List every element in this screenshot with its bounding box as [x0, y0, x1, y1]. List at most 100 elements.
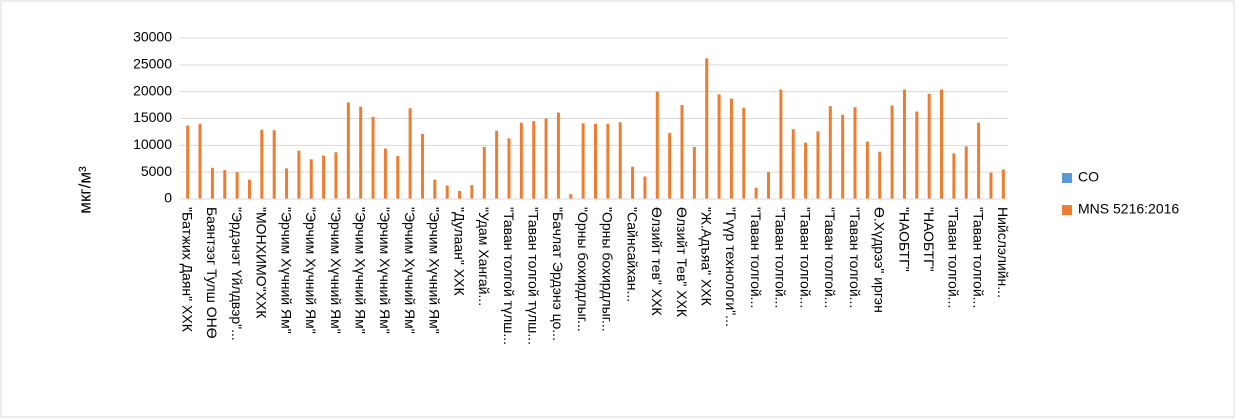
bar [767, 172, 771, 199]
bar [334, 152, 338, 199]
bar [828, 106, 832, 199]
bar [940, 89, 944, 199]
bar [272, 130, 276, 199]
bar [853, 107, 857, 199]
bar [952, 153, 956, 199]
x-tick-label: Өлзийт Тев" ХХК [674, 207, 690, 318]
x-tick-label: "МОНХИМО"ХХК [254, 207, 270, 319]
bar [482, 146, 486, 199]
bar [408, 108, 412, 199]
x-tick-label: "Таван толгой... [748, 207, 764, 308]
x-tick-label: "Таван толгой... [773, 207, 789, 308]
bar [433, 179, 437, 199]
bar [210, 167, 214, 199]
bar [890, 105, 894, 199]
x-tick-label: "Орны бохирдлыг... [600, 207, 616, 332]
x-tick-label: "Эрчим Хүчний Ям" [402, 207, 418, 334]
y-tick-label: 5000 [141, 163, 172, 179]
x-tick-label: "Таван толгой... [847, 207, 863, 308]
x-tick-label: "НАОБТГ" [896, 207, 912, 272]
x-tick-label: "Удам Хангай... [476, 207, 492, 306]
bar [977, 122, 981, 199]
x-tick-label: "Гүүр технологи"... [723, 207, 739, 327]
bar [544, 118, 548, 199]
y-tick-label: 20000 [133, 82, 172, 98]
x-tick-label: "Эрдэнэт Үйлдвэр"... [229, 207, 245, 341]
bar [643, 176, 647, 199]
bar [346, 102, 350, 199]
bar [655, 91, 659, 199]
x-tick-label: "Бачлат Эрдэнэ цо... [550, 207, 566, 341]
x-tick-label: "Дулаан" ХХК [451, 207, 467, 296]
x-tick-label: "Таван толгой... [822, 207, 838, 308]
x-tick-label: "Таван толгой түлш... [526, 207, 542, 345]
x-tick-label: Ө.Хүдрээ" иргэн [872, 207, 888, 313]
legend-swatch [1062, 205, 1072, 215]
x-tick-label: "Батжих Даян" ХХК [179, 207, 195, 333]
x-tick-label: "Эрчим Хүчний Ям" [328, 207, 344, 334]
bar [223, 170, 227, 199]
y-tick-label: 10000 [133, 136, 172, 152]
bar [791, 129, 795, 199]
bar [297, 150, 301, 199]
bar [705, 58, 709, 199]
bar [964, 146, 968, 199]
bar [729, 98, 733, 199]
bar [383, 148, 387, 199]
bar [927, 93, 931, 199]
bar [816, 131, 820, 199]
bar [680, 105, 684, 199]
bar [359, 106, 363, 199]
bar [989, 172, 993, 199]
bar [618, 122, 622, 199]
bar [556, 112, 560, 199]
bar [420, 134, 424, 199]
bar [1001, 169, 1005, 199]
x-tick-label: "Орны бохирдлыг... [575, 207, 591, 332]
bar [309, 159, 313, 199]
bar [606, 123, 610, 199]
x-tick-label: "Таван толгой... [797, 207, 813, 308]
bar [569, 194, 573, 199]
bar [865, 141, 869, 199]
legend-swatch [1062, 173, 1072, 183]
bar [754, 187, 758, 199]
y-tick-label: 25000 [133, 56, 172, 72]
bar [458, 190, 462, 199]
bar [235, 172, 239, 199]
bar [260, 129, 264, 199]
bar [631, 166, 635, 199]
x-tick-label: "Эрчим Хүчний Ям" [427, 207, 443, 334]
x-tick-label: "Таван толгой... [970, 207, 986, 308]
bar [507, 138, 511, 199]
bar [519, 122, 523, 199]
bar [247, 179, 251, 199]
bar [878, 151, 882, 199]
bar [692, 146, 696, 199]
bar [581, 123, 585, 199]
bar [186, 125, 190, 199]
bar [902, 89, 906, 199]
bar [470, 185, 474, 199]
x-tick-label: "НАОБТГ" [921, 207, 937, 272]
bar [532, 121, 536, 199]
bar [495, 130, 499, 199]
bar [779, 89, 783, 199]
bar [285, 168, 289, 199]
bar [396, 156, 400, 199]
bar [915, 111, 919, 199]
bar [594, 123, 597, 199]
x-tick-label: "Таван толгой... [946, 207, 962, 308]
x-tick-label: "Эрчим Хүчний Ям" [377, 207, 393, 334]
y-tick-label: 0 [164, 190, 172, 206]
bar [742, 107, 746, 199]
legend-label: CO [1078, 169, 1099, 185]
x-tick-label: Өлзийт тев" ХХК [649, 207, 665, 316]
legend-label: MNS 5216:2016 [1078, 201, 1179, 217]
bar [322, 155, 326, 199]
bar [717, 94, 721, 199]
x-tick-label: "Эрчим Хүчний Ям" [352, 207, 368, 334]
x-tick-label: Нийслэлийн... [995, 207, 1011, 298]
